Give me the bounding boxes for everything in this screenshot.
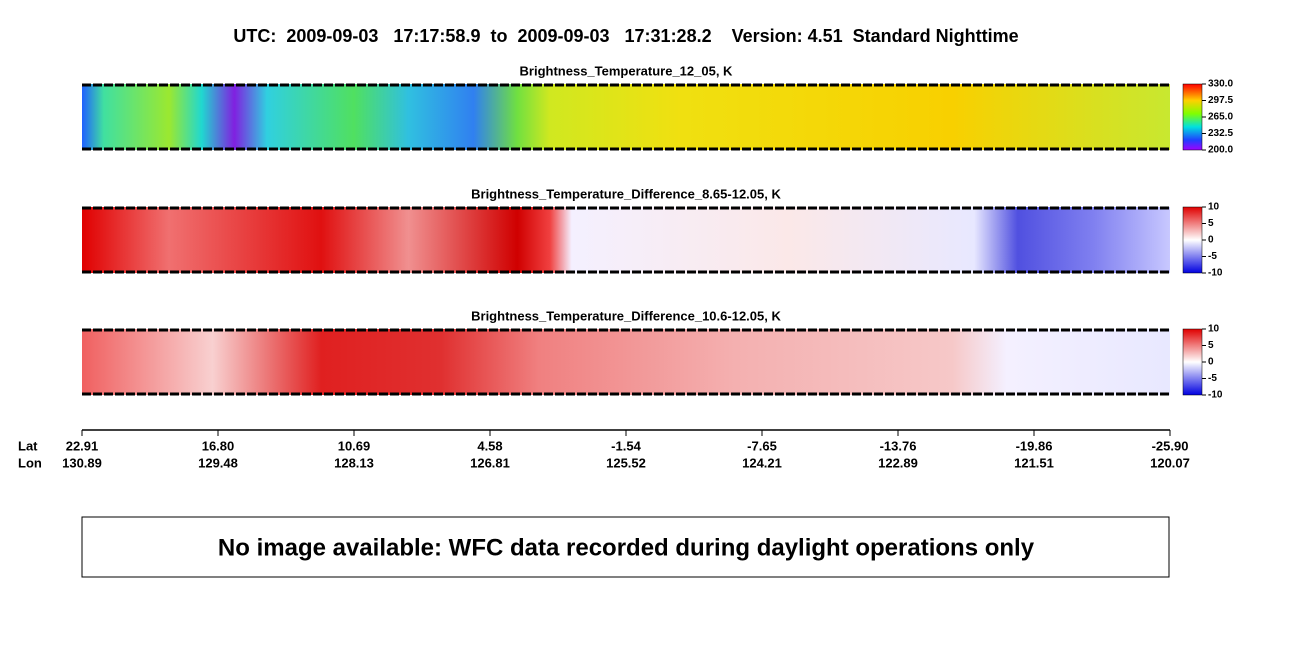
lat-tick-label: -19.86: [1016, 438, 1053, 453]
message: No image available: WFC data recorded du…: [218, 534, 1035, 561]
colorbar-tick-label: -10: [1208, 390, 1223, 401]
lat-tick-label: 10.69: [338, 438, 371, 453]
panel-title: Brightness_Temperature_Difference_10.6-1…: [471, 308, 781, 323]
lon-tick-label: 130.89: [62, 455, 102, 470]
lon-tick-label: 128.13: [334, 455, 374, 470]
panel-title: Brightness_Temperature_12_05, K: [520, 63, 734, 78]
colorbar-tick-label: 5: [1208, 218, 1214, 229]
lon-tick-label: 124.21: [742, 455, 782, 470]
colorbar-tick-label: 0: [1208, 357, 1214, 368]
colorbar: [1182, 328, 1203, 396]
colorbar-tick-label: 5: [1208, 340, 1214, 351]
colorbar-tick-label: 232.5: [1208, 128, 1233, 139]
lat-label: Lat: [18, 438, 38, 453]
colorbar-tick-label: -5: [1208, 251, 1217, 262]
lat-tick-label: 22.91: [66, 438, 99, 453]
lon-tick-label: 129.48: [198, 455, 238, 470]
colorbar-tick-label: 200.0: [1208, 145, 1233, 156]
lat-tick-label: -7.65: [747, 438, 777, 453]
lon-label: Lon: [18, 455, 42, 470]
lat-tick-label: 4.58: [477, 438, 502, 453]
lat-tick-label: -1.54: [611, 438, 641, 453]
image-strip: [82, 207, 1170, 273]
colorbar-tick-label: -5: [1208, 373, 1217, 384]
image-strip: [82, 329, 1170, 395]
image-strip: [82, 84, 1170, 150]
colorbar: [1182, 83, 1203, 151]
lat-tick-label: 16.80: [202, 438, 235, 453]
colorbar-tick-label: 10: [1208, 202, 1220, 213]
lat-tick-label: -13.76: [880, 438, 917, 453]
colorbar-tick-label: 297.5: [1208, 95, 1233, 106]
lat-tick-label: -25.90: [1152, 438, 1189, 453]
colorbar-tick-label: 10: [1208, 324, 1220, 335]
page-title: UTC: 2009-09-03 17:17:58.9 to 2009-09-03…: [233, 26, 1018, 46]
lon-tick-label: 120.07: [1150, 455, 1190, 470]
lon-tick-label: 126.81: [470, 455, 510, 470]
colorbar-tick-label: 330.0: [1208, 79, 1233, 90]
colorbar-tick-label: -10: [1208, 268, 1223, 279]
lon-tick-label: 121.51: [1014, 455, 1054, 470]
colorbar: [1182, 206, 1203, 274]
colorbar-tick-label: 265.0: [1208, 112, 1233, 123]
panel-title: Brightness_Temperature_Difference_8.65-1…: [471, 186, 781, 201]
lon-tick-label: 125.52: [606, 455, 646, 470]
colorbar-tick-label: 0: [1208, 235, 1214, 246]
lon-tick-label: 122.89: [878, 455, 918, 470]
message-box: [81, 516, 1170, 578]
